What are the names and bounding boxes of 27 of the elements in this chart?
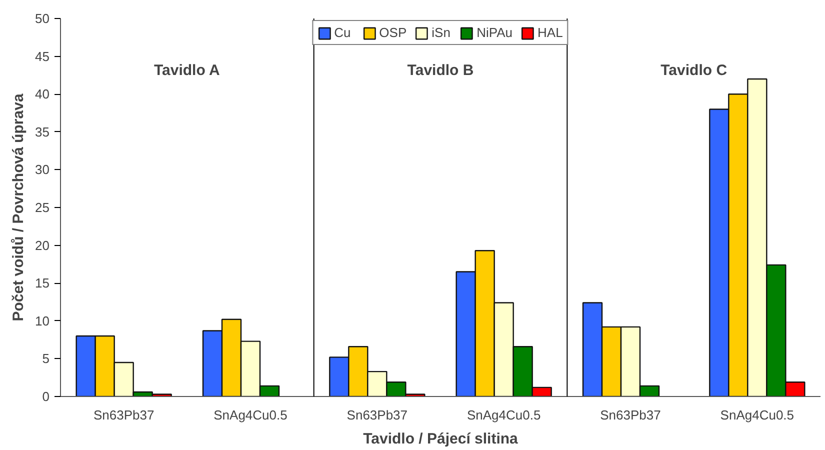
y-tick-label: 30 xyxy=(35,162,50,178)
x-axis-title: Tavidlo / Pájecí slitina xyxy=(363,430,519,448)
x-tick-label: Sn63Pb37 xyxy=(346,408,408,422)
y-tick-label: 5 xyxy=(42,351,50,366)
y-tick-label: 35 xyxy=(35,124,50,140)
y-tick-label: 15 xyxy=(35,276,50,291)
x-tick-label: Sn63Pb37 xyxy=(600,408,661,422)
y-tick-label: 25 xyxy=(35,200,50,215)
legend-label: HAL xyxy=(538,25,563,40)
legend-label: iSn xyxy=(432,25,452,40)
y-tick-label: 0 xyxy=(42,389,50,404)
legend-label: OSP xyxy=(379,25,407,40)
y-tick-label: 40 xyxy=(35,86,50,102)
y-tick-label: 50 xyxy=(35,11,50,26)
x-tick-label: SnAg4Cu0.5 xyxy=(466,408,541,422)
annotation: Tavidlo C xyxy=(660,62,728,79)
legend-label: NiPAu xyxy=(476,25,513,40)
y-tick-label: 20 xyxy=(35,238,50,253)
x-tick-label: SnAg4Cu0.5 xyxy=(214,408,288,422)
y-axis-title: Počet voidů / Povrchová úprava xyxy=(10,93,28,322)
annotation: Tavidlo A xyxy=(154,62,220,79)
x-tick-label: SnAg4Cu0.5 xyxy=(720,408,794,422)
x-tick-label: Sn63Pb37 xyxy=(93,408,154,422)
y-tick-label: 10 xyxy=(35,313,50,328)
y-tick-label: 45 xyxy=(35,48,50,64)
legend-label: Cu xyxy=(334,25,352,40)
annotation: Tavidlo B xyxy=(407,62,474,79)
